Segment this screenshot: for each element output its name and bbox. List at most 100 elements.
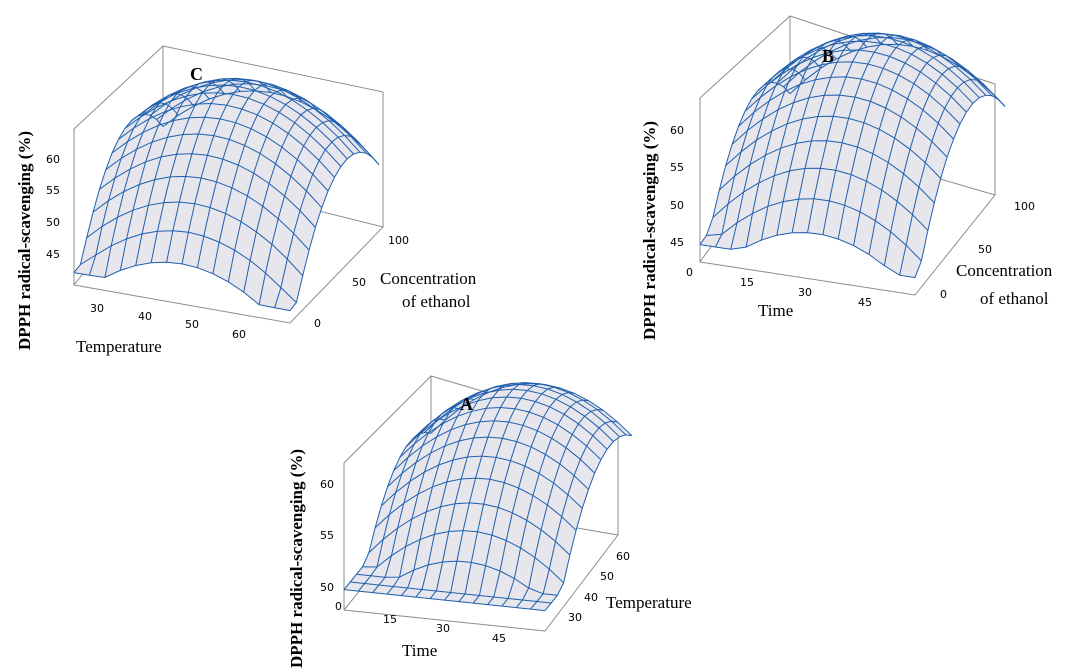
x-tick-label: 15 [740, 276, 754, 289]
mesh-line [744, 61, 961, 125]
surface-patch [811, 116, 834, 141]
surface-patch [715, 222, 738, 250]
surface-patch [867, 52, 890, 69]
y-tick-label: 60 [616, 550, 630, 563]
surface-patch [253, 153, 276, 184]
surface-patch [465, 562, 486, 596]
surface-patch [300, 190, 322, 228]
surface-patch [498, 384, 520, 391]
surface-patch [568, 392, 589, 401]
surface-patch [494, 407, 515, 422]
mesh-line [368, 502, 571, 556]
surface-patch [787, 97, 809, 124]
surface-patch [473, 595, 494, 605]
surface-patch [844, 174, 867, 212]
surface-patch [524, 446, 546, 474]
surface-patch [269, 163, 291, 196]
z-tick-label: 55 [46, 184, 60, 197]
surface-patch [792, 198, 814, 233]
surface-patch [453, 437, 474, 460]
mesh-line [80, 230, 297, 303]
surface-patch [527, 385, 548, 394]
surface-patch [395, 462, 417, 493]
x-tick-label: 0 [335, 600, 342, 613]
surface-patch [512, 488, 533, 521]
surface-patch [719, 151, 742, 190]
surface-patch [526, 495, 548, 530]
surface-patch [574, 459, 595, 490]
surface-patch [307, 108, 330, 123]
x-axis-title: Time [402, 641, 437, 660]
surface-patch [746, 206, 768, 248]
surface-patch [863, 101, 886, 130]
surface-patch [145, 137, 168, 162]
surface-patch [281, 133, 304, 160]
surface-patch [728, 164, 750, 204]
surface-patch [860, 181, 882, 221]
surface-patch [450, 561, 472, 594]
mesh-line [725, 115, 942, 179]
x-tick-label: 0 [686, 266, 693, 279]
surface-patch [220, 105, 242, 123]
surface-patch [350, 574, 371, 584]
surface-patch [861, 64, 884, 84]
surface-patch [274, 287, 297, 311]
x-tick-label: 50 [185, 318, 199, 331]
surface-patch [95, 217, 118, 255]
surface-patch [420, 506, 441, 540]
surface-patch [797, 48, 820, 65]
z-tick-label: 60 [46, 153, 60, 166]
surface-patch [207, 135, 230, 160]
surface-patch [533, 383, 554, 389]
surface-patch [957, 82, 980, 104]
z-tick-label: 50 [320, 581, 334, 594]
surface-patch [822, 200, 845, 239]
surface-patch [377, 528, 398, 567]
surface-patch [428, 412, 450, 433]
surface-patch [432, 460, 454, 487]
surface-patch [164, 96, 187, 112]
surface-patch [498, 482, 519, 513]
z-axis-title: DPPH radical-scavenging (%) [640, 121, 659, 340]
surface-patch [798, 168, 821, 200]
mesh-line [150, 79, 367, 154]
surface-patch [226, 94, 249, 109]
surface-patch [331, 137, 354, 159]
panel-label: C [190, 64, 203, 84]
surface-patch [769, 76, 792, 101]
mesh-line [430, 383, 633, 437]
surface-patch [529, 401, 550, 418]
surface-patch [401, 446, 423, 474]
surface-patch [582, 400, 604, 411]
surface-patch [929, 83, 952, 109]
surface-patch [533, 473, 554, 505]
surface-patch [597, 409, 618, 423]
surface-patch [130, 142, 153, 169]
surface-patch [416, 436, 437, 463]
surface-patch [446, 457, 468, 482]
surface-patch [812, 44, 835, 58]
surface-patch [99, 158, 122, 190]
y-axis-title-line1: Concentration [380, 269, 477, 288]
surface-patch [743, 155, 766, 193]
surface-patch [284, 176, 307, 211]
surface-patch [278, 196, 300, 234]
surface-patch [204, 103, 227, 119]
x-tick-label: 45 [492, 632, 506, 645]
surface-patch [422, 423, 443, 446]
surface-patch [389, 481, 410, 515]
surface-patch [879, 108, 902, 139]
y-axis-title-line2: of ethanol [980, 289, 1049, 308]
surface-patch [830, 61, 853, 78]
surface-patch [780, 119, 803, 149]
surface-patch [312, 160, 335, 191]
surface-patch [93, 178, 115, 213]
surface-patch [319, 149, 341, 178]
surface-patch [294, 114, 317, 136]
surface-patch [418, 465, 439, 495]
surface-patch [155, 93, 178, 108]
mesh-line [393, 420, 596, 474]
surface-patch [835, 142, 858, 175]
surface-patch [322, 120, 345, 138]
surface-patch [176, 134, 199, 155]
